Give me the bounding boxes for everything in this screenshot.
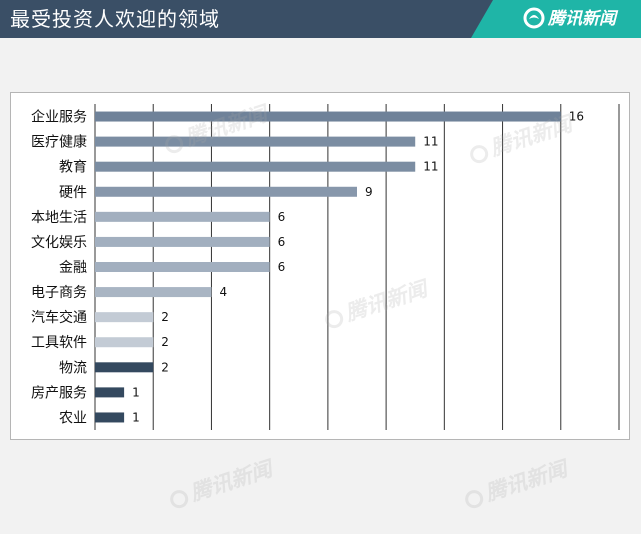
data-label: 11: [423, 160, 438, 174]
data-label: 6: [278, 210, 286, 224]
category-label: 金融: [59, 260, 87, 276]
category-label: 电子商务: [31, 285, 87, 301]
category-label: 汽车交通: [31, 309, 87, 326]
bar: [95, 262, 270, 272]
watermark-text: 腾讯新闻: [482, 456, 570, 506]
bar: [95, 312, 154, 323]
bar: [95, 387, 125, 398]
bar: [95, 136, 416, 147]
bar: [95, 412, 125, 423]
category-label: 教育: [59, 160, 87, 176]
category-label: 文化娱乐: [31, 235, 87, 251]
category-label: 本地生活: [31, 210, 87, 226]
data-label: 6: [278, 260, 286, 274]
data-label: 1: [132, 410, 140, 424]
data-label: 2: [161, 360, 169, 374]
bar: [95, 337, 154, 348]
category-label: 物流: [59, 360, 87, 376]
bar: [95, 111, 561, 122]
category-label: 医疗健康: [31, 134, 87, 151]
data-label: 4: [219, 285, 227, 299]
brand-panel: 腾讯新闻: [471, 0, 641, 38]
header-bar: 最受投资人欢迎的领域 腾讯新闻: [0, 0, 641, 38]
category-label: 硬件: [59, 185, 87, 201]
page-title: 最受投资人欢迎的领域: [10, 7, 220, 31]
bar: [95, 211, 270, 222]
category-label: 农业: [59, 410, 87, 426]
category-label: 企业服务: [31, 109, 87, 126]
data-label: 11: [423, 135, 438, 149]
bar-chart: 企业服务 16 医疗健康 11 教育 11 硬件 9 本地生活 6 文化娱乐 6 金融 6 电子商务 4 汽车交…: [10, 92, 630, 440]
bar: [95, 161, 416, 172]
data-label: 2: [161, 335, 169, 349]
bar: [95, 236, 270, 247]
bar: [95, 362, 154, 373]
watermark: 腾讯新闻: [165, 453, 275, 514]
data-label: 16: [569, 110, 584, 124]
bar: [95, 186, 357, 197]
watermark-logo-icon: [167, 487, 191, 511]
category-label: 房产服务: [31, 385, 87, 401]
brand-name: 腾讯新闻: [548, 9, 616, 29]
tencent-news-logo-icon: [523, 7, 545, 29]
bar: [95, 287, 212, 298]
watermark-logo-icon: [462, 487, 486, 511]
category-label: 工具软件: [31, 335, 87, 351]
watermark: 腾讯新闻: [460, 453, 570, 514]
watermark-text: 腾讯新闻: [187, 456, 275, 506]
data-label: 2: [161, 310, 169, 324]
data-label: 6: [278, 235, 286, 249]
data-label: 1: [132, 385, 140, 399]
data-label: 9: [365, 185, 373, 199]
